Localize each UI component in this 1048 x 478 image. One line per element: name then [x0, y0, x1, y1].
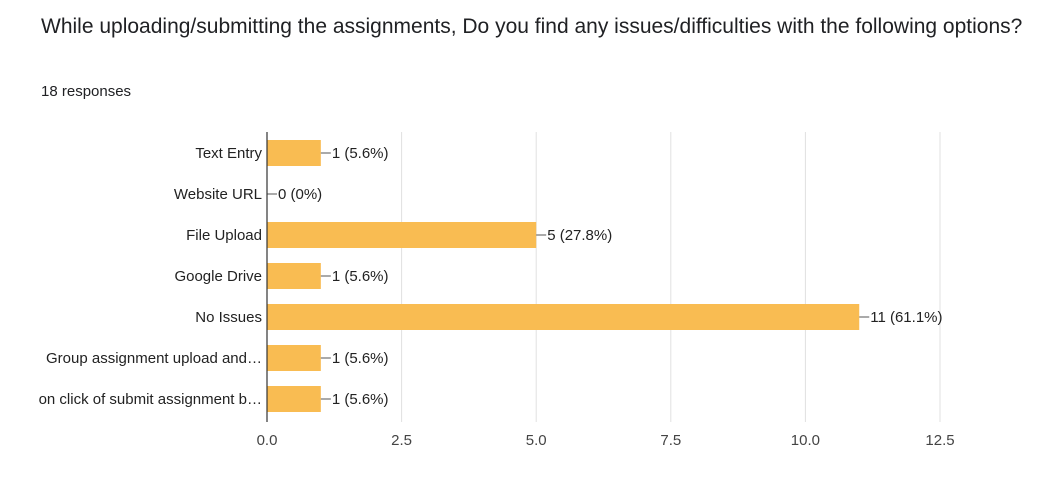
bar — [267, 304, 860, 330]
data-label: 1 (5.6%) — [332, 268, 389, 285]
category-label: File Upload — [186, 227, 262, 244]
x-tick-label: 7.5 — [660, 432, 681, 449]
data-label: 11 (61.1%) — [870, 309, 942, 326]
x-tick-label: 12.5 — [925, 432, 954, 449]
bar — [267, 263, 321, 289]
category-label: Text Entry — [195, 145, 262, 162]
bars — [267, 140, 870, 412]
bar — [267, 386, 321, 412]
data-label: 5 (27.8%) — [547, 227, 612, 244]
bar — [267, 140, 321, 166]
x-tick-label: 2.5 — [391, 432, 412, 449]
category-label: No Issues — [195, 309, 262, 326]
category-label: Website URL — [174, 186, 262, 203]
data-label: 1 (5.6%) — [332, 350, 389, 367]
data-label: 0 (0%) — [278, 186, 322, 203]
bar — [267, 345, 321, 371]
category-label: Group assignment upload and… — [46, 350, 262, 367]
x-tick-label: 0.0 — [257, 432, 278, 449]
category-label: on click of submit assignment b… — [39, 391, 262, 408]
labels: 0.0 2.5 5.0 7.5 10.0 12.5 1 (5.6%) Text Entry 0 … — [39, 145, 955, 449]
x-tick-label: 5.0 — [526, 432, 547, 449]
bar — [267, 222, 537, 248]
gridlines — [401, 132, 941, 422]
response-count: 18 responses — [41, 83, 132, 100]
x-tick-label: 10.0 — [791, 432, 820, 449]
category-label: Google Drive — [174, 268, 262, 285]
data-label: 1 (5.6%) — [332, 145, 389, 162]
data-label: 1 (5.6%) — [332, 391, 389, 408]
question-title: While uploading/submitting the assignmen… — [41, 15, 1023, 38]
